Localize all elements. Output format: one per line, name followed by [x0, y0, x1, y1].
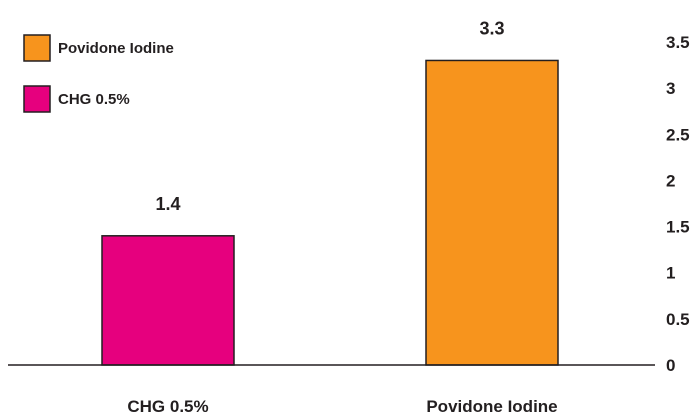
legend-label-0: Povidone Iodine	[58, 40, 174, 57]
legend-swatch-0	[23, 34, 51, 62]
legend: Povidone Iodine CHG 0.5%	[23, 34, 174, 113]
data-label-0: 1.4	[155, 194, 180, 214]
data-label-1: 3.3	[479, 18, 504, 38]
y-tick-label-5: 2.5	[666, 125, 690, 144]
y-tick-label-2: 1	[666, 264, 675, 283]
data-labels-group: 1.4 3.3	[155, 18, 504, 213]
y-tick-label-6: 3	[666, 79, 675, 98]
y-tick-label-7: 3.5	[666, 33, 690, 52]
y-tick-label-4: 2	[666, 171, 675, 190]
y-tick-label-0: 0	[666, 356, 675, 375]
bars-group	[101, 59, 559, 366]
category-label-0: CHG 0.5%	[127, 397, 208, 416]
y-tick-label-1: 0.5	[666, 310, 690, 329]
x-axis: CHG 0.5% Povidone Iodine	[127, 397, 557, 416]
y-tick-label-3: 1.5	[666, 218, 690, 237]
legend-label-1: CHG 0.5%	[58, 91, 130, 108]
bar-1	[425, 59, 559, 366]
legend-swatch-1	[23, 85, 51, 113]
y-axis: 0 0.5 1 1.5 2 2.5 3 3.5	[666, 33, 690, 375]
category-label-1: Povidone Iodine	[426, 397, 557, 416]
bar-0	[101, 235, 235, 366]
